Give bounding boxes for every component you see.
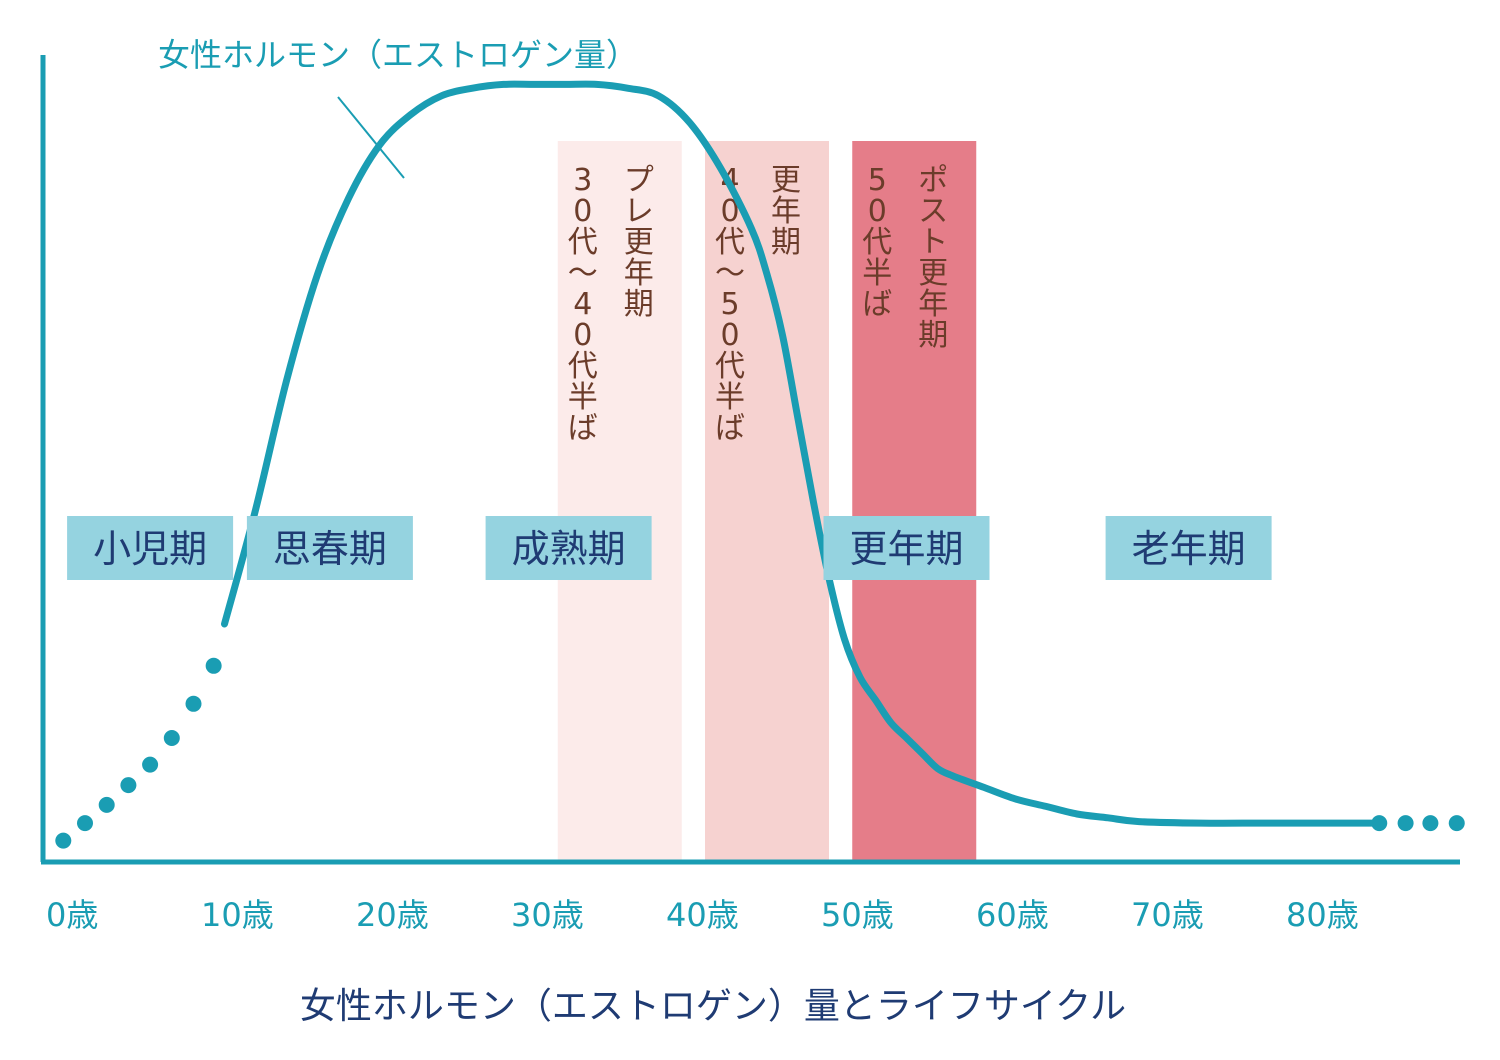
band-meno-char: 代: [715, 225, 745, 260]
band-pre-char: レ: [624, 194, 654, 229]
stage-label-box: [823, 516, 990, 580]
band-post-char: ポ: [918, 163, 948, 198]
estrogen-curve: [221, 80, 1383, 827]
lead-in-dot: [163, 730, 180, 746]
band-meno-char: 半: [715, 380, 745, 415]
series-callout: 女性ホルモン（エストロゲン量）: [158, 36, 638, 179]
lead-in-dot: [120, 777, 137, 794]
tail-dot: [1371, 815, 1388, 832]
band-pre-char: 更: [624, 225, 654, 260]
band-meno-char: 期: [771, 225, 801, 260]
band-pre-char: 4: [573, 287, 592, 322]
x-tick-labels: 0歳 10歳 20歳 30歳 40歳 50歳 60歳 70歳 80歳: [46, 896, 1359, 934]
chart-title: 女性ホルモン（エストロゲン）量とライフサイクル: [300, 986, 1126, 1027]
lead-in-dot: [142, 756, 159, 773]
band-meno-char: ～: [715, 256, 745, 291]
band-pre-char: 半: [568, 380, 598, 415]
band-post-char: 5: [868, 163, 887, 198]
band-pre-char: 3: [573, 163, 592, 198]
band-meno-char: 0: [720, 318, 739, 353]
tail-dot: [1397, 815, 1414, 832]
band-pre-char: プ: [624, 163, 654, 198]
curve-layer: [55, 80, 1465, 849]
stage-label: 成熟期: [485, 516, 652, 580]
stage-label-box: [1105, 516, 1272, 580]
band-pre-char: 代: [568, 349, 598, 384]
stage-label-box: [485, 516, 652, 580]
stage-label: 老年期: [1105, 516, 1272, 580]
stage-label-text: 老年期: [1132, 527, 1246, 571]
band-meno-char: 0: [720, 194, 739, 229]
lead-in-dot: [77, 815, 93, 832]
band-pre-char: 期: [624, 287, 654, 322]
x-tick-label: 60歳: [976, 896, 1049, 934]
band-meno-char: 代: [715, 349, 745, 384]
band-meno: [705, 141, 829, 862]
stage-label-box: [67, 516, 234, 580]
lead-in-dot: [205, 657, 222, 674]
x-tick-label: 30歳: [511, 896, 584, 934]
tail-dot: [1422, 815, 1439, 832]
stage-label-text: 小児期: [93, 527, 207, 571]
band-post-char: ト: [918, 225, 948, 260]
axes-layer: [40, 55, 1460, 865]
band-post-char: 年: [918, 287, 948, 322]
x-tick-label: 40歳: [666, 896, 739, 934]
x-tick-label: 50歳: [821, 896, 894, 934]
stage-label: 思春期: [246, 516, 413, 580]
stage-label-text: 成熟期: [512, 527, 626, 571]
band-pre-char: 年: [624, 256, 654, 291]
x-tick-label: 70歳: [1131, 896, 1204, 934]
band-post-char: 半: [862, 256, 892, 291]
stage-label-text: 思春期: [273, 527, 387, 571]
stage-label-box: [246, 516, 413, 580]
band-post-char: 更: [918, 256, 948, 291]
band-post-char: 代: [862, 225, 892, 260]
band-meno-char: ば: [715, 411, 745, 446]
band-pre: [557, 141, 682, 862]
band-pre-char: 0: [573, 194, 592, 229]
x-tick-label: 10歳: [201, 896, 274, 934]
band-post-char: 0: [868, 194, 887, 229]
band-pre-char: 0: [573, 318, 592, 353]
band-post-char: ス: [918, 194, 948, 229]
lead-in-dot: [185, 695, 202, 712]
band-meno-char: 更: [771, 163, 801, 198]
band-pre-char: ～: [568, 256, 598, 291]
series-label-leader-line: [337, 96, 405, 179]
x-tick-label: 80歳: [1286, 896, 1359, 934]
series-label: 女性ホルモン（エストロゲン量）: [158, 36, 638, 74]
tail-dot: [1448, 815, 1465, 832]
band-pre-char: ば: [568, 411, 598, 446]
stage-label: 更年期: [823, 516, 990, 580]
lead-in-dot: [55, 832, 72, 849]
band-post-char: 期: [918, 318, 948, 353]
stage-label-text: 更年期: [849, 527, 963, 571]
band-meno-char: 年: [771, 194, 801, 229]
x-tick-label: 20歳: [356, 896, 429, 934]
band-meno-char: 5: [720, 287, 739, 322]
band-pre-char: 代: [568, 225, 598, 260]
band-post-char: ば: [862, 287, 892, 322]
stage-label: 小児期: [67, 516, 234, 580]
stage-labels: 小児期 思春期 成熟期 更年期 老年期: [67, 516, 1272, 580]
x-tick-label: 0歳: [46, 896, 98, 934]
lead-in-dot: [98, 796, 115, 813]
